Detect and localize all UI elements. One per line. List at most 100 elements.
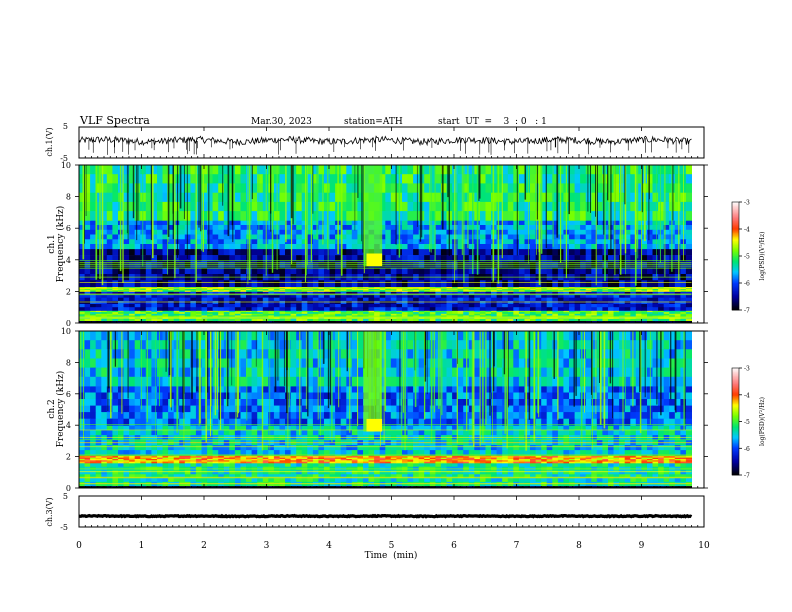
spectrogram-cell [474, 321, 481, 323]
spectrogram-cell [379, 267, 386, 275]
spectrogram-cell [218, 280, 225, 287]
spectrogram-cell [424, 239, 431, 245]
spectrogram-cell [151, 211, 158, 221]
spectrogram-cell [624, 211, 631, 221]
spectrogram-cell [246, 291, 253, 295]
spectrogram-cell [118, 289, 125, 291]
spectrogram-cell [190, 229, 197, 235]
spectrogram-cell [674, 313, 681, 316]
spectrogram-cell [357, 267, 364, 275]
spectrogram-cell [479, 289, 486, 291]
spectrogram-cell [157, 304, 164, 308]
spectrogram-cell [324, 312, 331, 315]
spectrogram-cell [257, 165, 264, 175]
spectrogram-cell [435, 280, 442, 287]
spectrogram-cell [357, 312, 364, 315]
spectrogram-cell [390, 297, 397, 302]
spectrogram-cell [468, 192, 475, 203]
spectrogram-cell [624, 294, 631, 299]
spectrogram-cell [335, 291, 342, 295]
spectrogram-cell [95, 304, 102, 308]
spectrogram-cell [179, 248, 186, 256]
spectrogram-cell [195, 286, 202, 288]
spectrogram-cell [301, 304, 308, 308]
spectrogram-cell [585, 289, 592, 291]
spectrogram-cell [580, 248, 587, 256]
spectrogram-cell [513, 234, 520, 240]
spectrogram-cell [463, 290, 470, 292]
spectrogram-cell [402, 261, 409, 269]
spectrogram-cell [346, 321, 353, 323]
spectrogram-cell [574, 289, 581, 291]
spectrogram-cell [118, 290, 125, 292]
spectrogram-cell [79, 297, 86, 302]
spectrogram-cell [229, 290, 236, 292]
spectrogram-cell [112, 267, 119, 275]
spectrogram-cell [440, 294, 447, 299]
spectrogram-cell [479, 174, 486, 184]
spectrogram-cell [591, 280, 598, 287]
spectrogram-cell [379, 286, 386, 288]
spectrogram-cell [123, 183, 130, 193]
spectrogram-cell [207, 248, 214, 256]
spectrogram-cell [84, 313, 91, 316]
spectrogram-cell [390, 244, 397, 250]
spectrogram-cell [574, 300, 581, 305]
spectrogram-cell [424, 289, 431, 291]
spectrogram-cell [546, 290, 553, 292]
spectrogram-cell [429, 244, 436, 250]
spectrogram-cell [496, 291, 503, 295]
spectrogram-cell [457, 304, 464, 308]
spectrogram-cell [223, 211, 230, 221]
spectrogram-cell [212, 318, 219, 321]
spectrogram-cell [184, 286, 191, 288]
spectrogram-cell [491, 290, 498, 292]
spectrogram-cell [279, 255, 286, 262]
spectrogram-cell [363, 307, 370, 311]
spectrogram-cell [212, 290, 219, 292]
spectrogram-cell [608, 290, 615, 292]
spectrogram-cell [307, 310, 314, 313]
spectrogram-cell [301, 310, 308, 313]
spectrogram-cell [262, 321, 269, 323]
spectrogram-cell [184, 267, 191, 275]
spectrogram-cell [218, 313, 225, 316]
spectrogram-cell [173, 291, 180, 295]
spectrogram-cell [234, 192, 241, 203]
spectrogram-cell [541, 288, 548, 290]
spectrogram-cell [273, 312, 280, 315]
spectrogram-cell [429, 312, 436, 315]
spectrogram-cell [162, 267, 169, 275]
spectrogram-cell [552, 291, 559, 295]
spectrogram-cell [346, 244, 353, 250]
spectrogram-cell [218, 234, 225, 240]
spectrogram-cell [190, 290, 197, 292]
spectrogram-cell [324, 307, 331, 311]
spectrogram-cell [402, 239, 409, 245]
figure-title: VLF Spectra [79, 114, 150, 127]
spectrogram-cell [513, 255, 520, 262]
spectrogram-cell [106, 261, 113, 269]
spectrogram-cell [608, 313, 615, 316]
spectrogram-cell [84, 321, 91, 323]
spectrogram-cell [234, 229, 241, 235]
spectrogram-cell [168, 313, 175, 316]
spectrogram-cell [184, 174, 191, 184]
spectrogram-cell [162, 313, 169, 316]
spectrogram-cell [402, 291, 409, 295]
spectrogram-cell [79, 248, 86, 256]
spectrogram-cell [223, 312, 230, 315]
emission-burst [363, 165, 383, 267]
spectrogram-cell [491, 289, 498, 291]
spectrogram-cell [491, 297, 498, 302]
spectrogram-cell [268, 248, 275, 256]
spectrogram-cell [619, 294, 626, 299]
spectrogram-cell [608, 307, 615, 311]
spectrogram-cell [635, 289, 642, 291]
spectrogram-cell [585, 174, 592, 184]
spectrogram-cell [168, 291, 175, 295]
spectrogram-cell [134, 280, 141, 287]
spectrogram-cell [407, 234, 414, 240]
spectrogram-cell [585, 310, 592, 313]
spectrogram-cell [685, 304, 692, 308]
